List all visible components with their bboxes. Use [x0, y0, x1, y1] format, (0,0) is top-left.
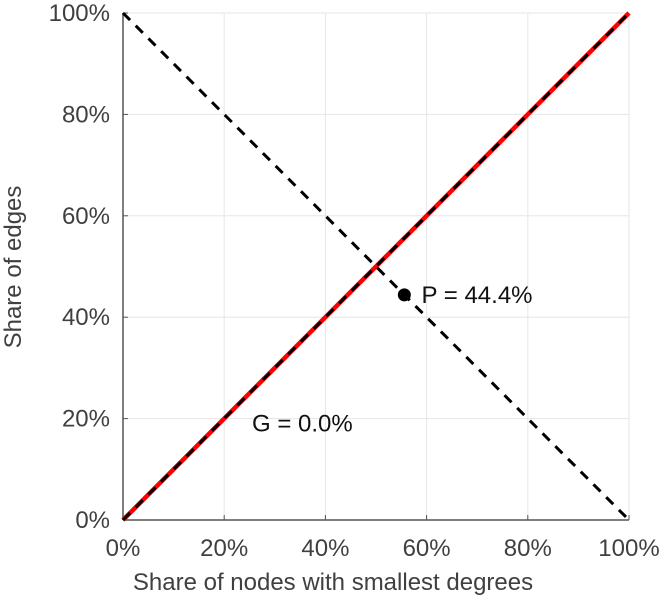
grid [122, 12, 630, 521]
y-axis-label: Share of edges [0, 186, 27, 349]
series-lorenz-curve [121, 11, 631, 522]
annotation-label: G = 0.0% [252, 411, 353, 438]
x-tick-label: 40% [301, 535, 349, 562]
point-p [397, 288, 411, 302]
x-tick-label: 60% [403, 535, 451, 562]
x-tick-label: 100% [598, 535, 659, 562]
annotation-label: P = 44.4% [422, 282, 533, 309]
y-tick-label: 60% [62, 203, 110, 230]
y-tick-label: 0% [75, 507, 110, 534]
x-tick-label: 0% [106, 535, 141, 562]
series-equality-line [121, 11, 631, 522]
series-group [121, 11, 631, 522]
x-axis-label: Share of nodes with smallest degrees [133, 569, 533, 596]
y-tick-label: 100% [49, 0, 110, 27]
series-anti-diagonal [121, 11, 631, 522]
y-tick-label: 40% [62, 304, 110, 331]
tick-labels: 0% 20% 40% 60% 80% 100% 0% 20% 40% 60% 80% 100% [49, 0, 660, 562]
y-tick-label: 20% [62, 406, 110, 433]
x-tick-label: 80% [504, 535, 552, 562]
y-tick-label: 80% [62, 101, 110, 128]
x-tick-label: 20% [200, 535, 248, 562]
annotations: P = 44.4% G = 0.0% [252, 282, 532, 438]
